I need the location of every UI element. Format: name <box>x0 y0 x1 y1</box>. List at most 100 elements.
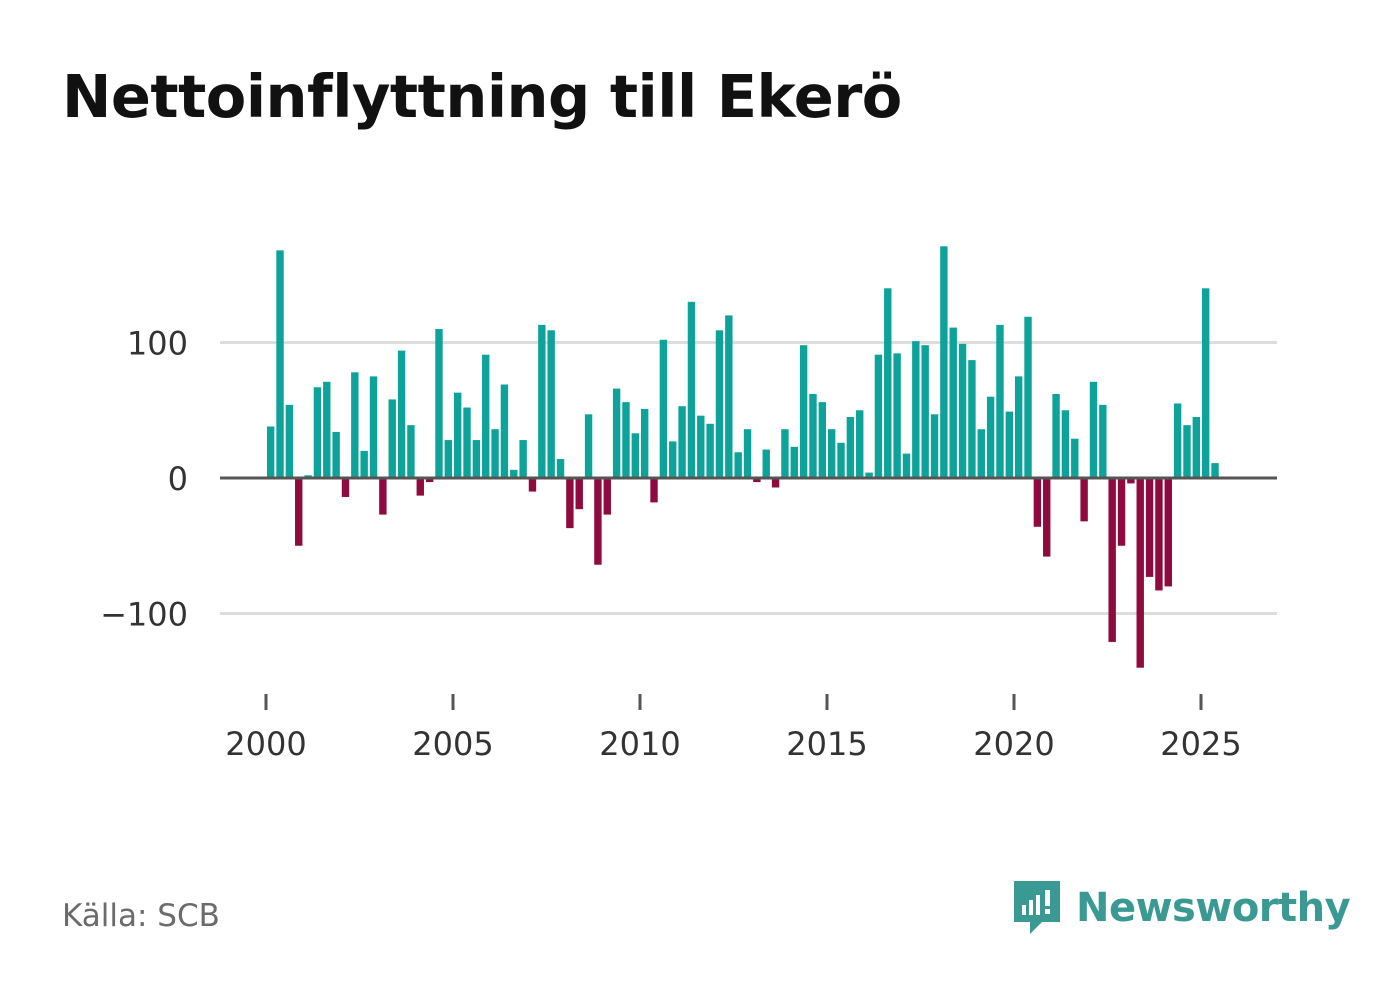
bar <box>940 246 948 478</box>
bar <box>1155 478 1163 591</box>
bar <box>865 472 873 478</box>
bar <box>958 343 967 478</box>
bar <box>1108 478 1116 642</box>
x-tick-label: 2025 <box>1160 725 1241 763</box>
bar <box>388 399 396 478</box>
bar <box>594 478 602 565</box>
bar <box>472 440 481 478</box>
chart-title: Nettoinflyttning till Ekerö <box>62 62 902 131</box>
bar <box>874 354 883 478</box>
bar <box>762 449 770 478</box>
bar <box>397 350 406 478</box>
bar <box>379 478 387 515</box>
bar <box>584 414 593 478</box>
bar <box>276 250 284 478</box>
bar <box>1080 478 1088 522</box>
bar <box>1145 478 1154 577</box>
bar <box>500 384 509 478</box>
bar <box>1183 425 1191 478</box>
bar <box>566 478 574 529</box>
bar <box>968 360 976 478</box>
bar <box>687 301 696 478</box>
bar <box>678 406 686 478</box>
bar <box>1127 478 1135 484</box>
x-tick-label: 2010 <box>599 725 680 763</box>
bar <box>930 414 939 478</box>
bar <box>510 469 518 478</box>
bar <box>538 324 546 478</box>
x-tick-label: 2000 <box>225 725 306 763</box>
bar <box>1164 478 1172 587</box>
bar <box>351 372 359 478</box>
bar <box>781 429 789 478</box>
bar <box>996 324 1004 478</box>
bar <box>650 478 658 503</box>
brand-logo: Newsworthy <box>1012 878 1351 938</box>
bar <box>453 392 462 478</box>
bar <box>1005 411 1014 478</box>
y-axis-ticks: −100 0 100 <box>100 325 188 634</box>
bar <box>949 327 957 478</box>
bar <box>1192 417 1201 478</box>
bar <box>640 408 649 478</box>
bar <box>1024 316 1032 478</box>
bar <box>285 404 294 478</box>
bar <box>986 396 995 478</box>
y-tick-label: −100 <box>100 596 188 634</box>
bar <box>425 478 434 483</box>
bar <box>884 288 892 478</box>
bar <box>706 423 714 478</box>
bar <box>659 339 668 478</box>
bar <box>528 478 537 492</box>
source-label: Källa: SCB <box>62 898 220 934</box>
bar <box>1099 404 1107 478</box>
bar <box>790 446 798 478</box>
bar <box>622 402 630 478</box>
bar <box>669 441 677 478</box>
gridlines <box>220 341 1277 615</box>
bar <box>575 478 583 510</box>
bar <box>893 353 901 478</box>
bars <box>266 246 1219 668</box>
bar <box>753 478 761 483</box>
bar <box>902 453 911 478</box>
bar <box>547 330 555 478</box>
bar <box>1173 403 1182 478</box>
bar <box>1211 463 1219 478</box>
bar <box>463 407 471 478</box>
bar <box>1061 410 1070 478</box>
bar <box>1201 288 1210 478</box>
x-tick-label: 2005 <box>412 725 493 763</box>
bar <box>715 330 724 478</box>
bar <box>1014 376 1023 478</box>
bar <box>1117 478 1126 546</box>
bar <box>1033 478 1042 527</box>
bar <box>416 478 424 496</box>
bar <box>912 341 920 478</box>
bar <box>799 345 808 478</box>
bar <box>341 478 350 497</box>
bar <box>612 388 621 478</box>
bar <box>743 429 752 478</box>
bar <box>1071 438 1079 478</box>
bar <box>977 429 985 478</box>
bar <box>519 440 527 478</box>
bar <box>856 410 864 478</box>
bar <box>771 478 780 488</box>
bar <box>846 417 855 478</box>
bar <box>1043 478 1051 557</box>
bar <box>444 440 453 478</box>
bar <box>818 402 827 478</box>
bar <box>323 381 331 478</box>
y-tick-label: 100 <box>127 325 188 363</box>
bar <box>837 442 845 478</box>
bar <box>827 429 836 478</box>
bar <box>266 426 275 478</box>
bar <box>491 429 499 478</box>
x-tick-label: 2015 <box>786 725 867 763</box>
bar <box>369 376 378 478</box>
bar <box>360 450 368 478</box>
x-axis-ticks: 2000 2005 2010 2015 2020 2025 <box>225 694 1242 763</box>
bar <box>313 387 322 478</box>
